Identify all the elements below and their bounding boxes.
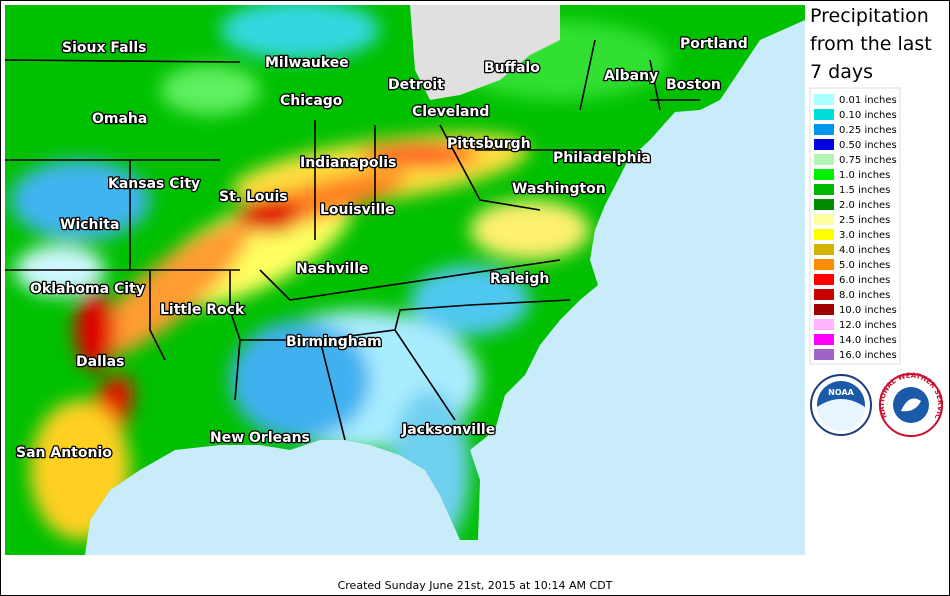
city-label: Philadelphia: [553, 150, 651, 166]
title: Precipitation from the last 7 days: [810, 5, 932, 83]
legend-swatch: [814, 259, 834, 270]
legend-swatch: [814, 319, 834, 330]
city-label: Kansas City: [108, 176, 200, 192]
nws-logo: NATIONAL WEATHER SERVICE: [878, 372, 944, 437]
city-label: Detroit: [388, 77, 444, 93]
city-label: Boston: [666, 77, 721, 93]
city-label: New Orleans: [210, 430, 310, 446]
legend-swatch: [814, 214, 834, 225]
city-label: Indianapolis: [300, 155, 396, 171]
legend-label: 0.50 inches: [839, 140, 897, 151]
legend-swatch: [814, 109, 834, 120]
city-label: Jacksonville: [401, 422, 495, 438]
city-label: Portland: [680, 36, 748, 52]
city-label: Buffalo: [484, 60, 540, 76]
legend-label: 0.10 inches: [839, 110, 897, 121]
noaa-text: NOAA: [828, 388, 854, 397]
legend-label: 2.5 inches: [839, 215, 890, 226]
city-label: Washington: [512, 181, 606, 197]
city-label: Sioux Falls: [62, 40, 147, 56]
city-label: Birmingham: [286, 334, 382, 350]
legend-label: 2.0 inches: [839, 200, 890, 211]
legend-swatch: [814, 229, 834, 240]
city-label: Pittsburgh: [447, 136, 531, 152]
legend-swatch: [814, 244, 834, 255]
legend: 0.01 inches 0.10 inches 0.25 inches 0.50 in…: [809, 87, 901, 365]
city-label: Little Rock: [160, 302, 245, 318]
city-label: Dallas: [76, 354, 124, 370]
legend-swatch: [814, 154, 834, 165]
city-label: Nashville: [296, 261, 368, 277]
city-labels: Sioux Falls Milwaukee Detroit Buffalo Albany…: [15, 35, 749, 463]
legend-swatch: [814, 94, 834, 105]
legend-swatch: [814, 184, 834, 195]
legend-swatch: [814, 334, 834, 345]
legend-swatch: [814, 169, 834, 180]
legend-label: 4.0 inches: [839, 245, 890, 256]
legend-label: 0.25 inches: [839, 125, 897, 136]
footer: Created Sunday June 21st, 2015 at 10:14 …: [337, 579, 613, 592]
legend-swatch: [814, 274, 834, 285]
city-label: Raleigh: [490, 271, 549, 287]
legend-swatch: [814, 139, 834, 150]
legend-swatch: [814, 304, 834, 315]
city-label: Cleveland: [412, 104, 489, 120]
city-label: Omaha: [92, 111, 147, 127]
legend-label: 0.01 inches: [839, 95, 897, 106]
legend-label: 16.0 inches: [839, 350, 897, 361]
legend-label: 14.0 inches: [839, 335, 897, 346]
legend-label: 3.0 inches: [839, 230, 890, 241]
city-label: St. Louis: [219, 189, 288, 205]
legend-label: 5.0 inches: [839, 260, 890, 271]
noaa-logo: NOAA: [810, 374, 872, 436]
legend-swatch: [814, 289, 834, 300]
city-label: Milwaukee: [265, 55, 349, 71]
city-label: Louisville: [320, 202, 395, 218]
city-label: Chicago: [280, 93, 343, 109]
city-label: Wichita: [60, 217, 119, 233]
legend-label: 10.0 inches: [839, 305, 897, 316]
legend-swatch: [814, 349, 834, 360]
city-label: Oklahoma City: [30, 281, 145, 297]
legend-label: 6.0 inches: [839, 275, 890, 286]
legend-label: 0.75 inches: [839, 155, 897, 166]
legend-label: 8.0 inches: [839, 290, 890, 301]
legend-swatch: [814, 199, 834, 210]
legend-label: 1.0 inches: [839, 170, 890, 181]
city-label: San Antonio: [16, 445, 112, 461]
legend-label: 1.5 inches: [839, 185, 890, 196]
city-label: Albany: [604, 68, 658, 84]
legend-swatch: [814, 124, 834, 135]
legend-label: 12.0 inches: [839, 320, 897, 331]
